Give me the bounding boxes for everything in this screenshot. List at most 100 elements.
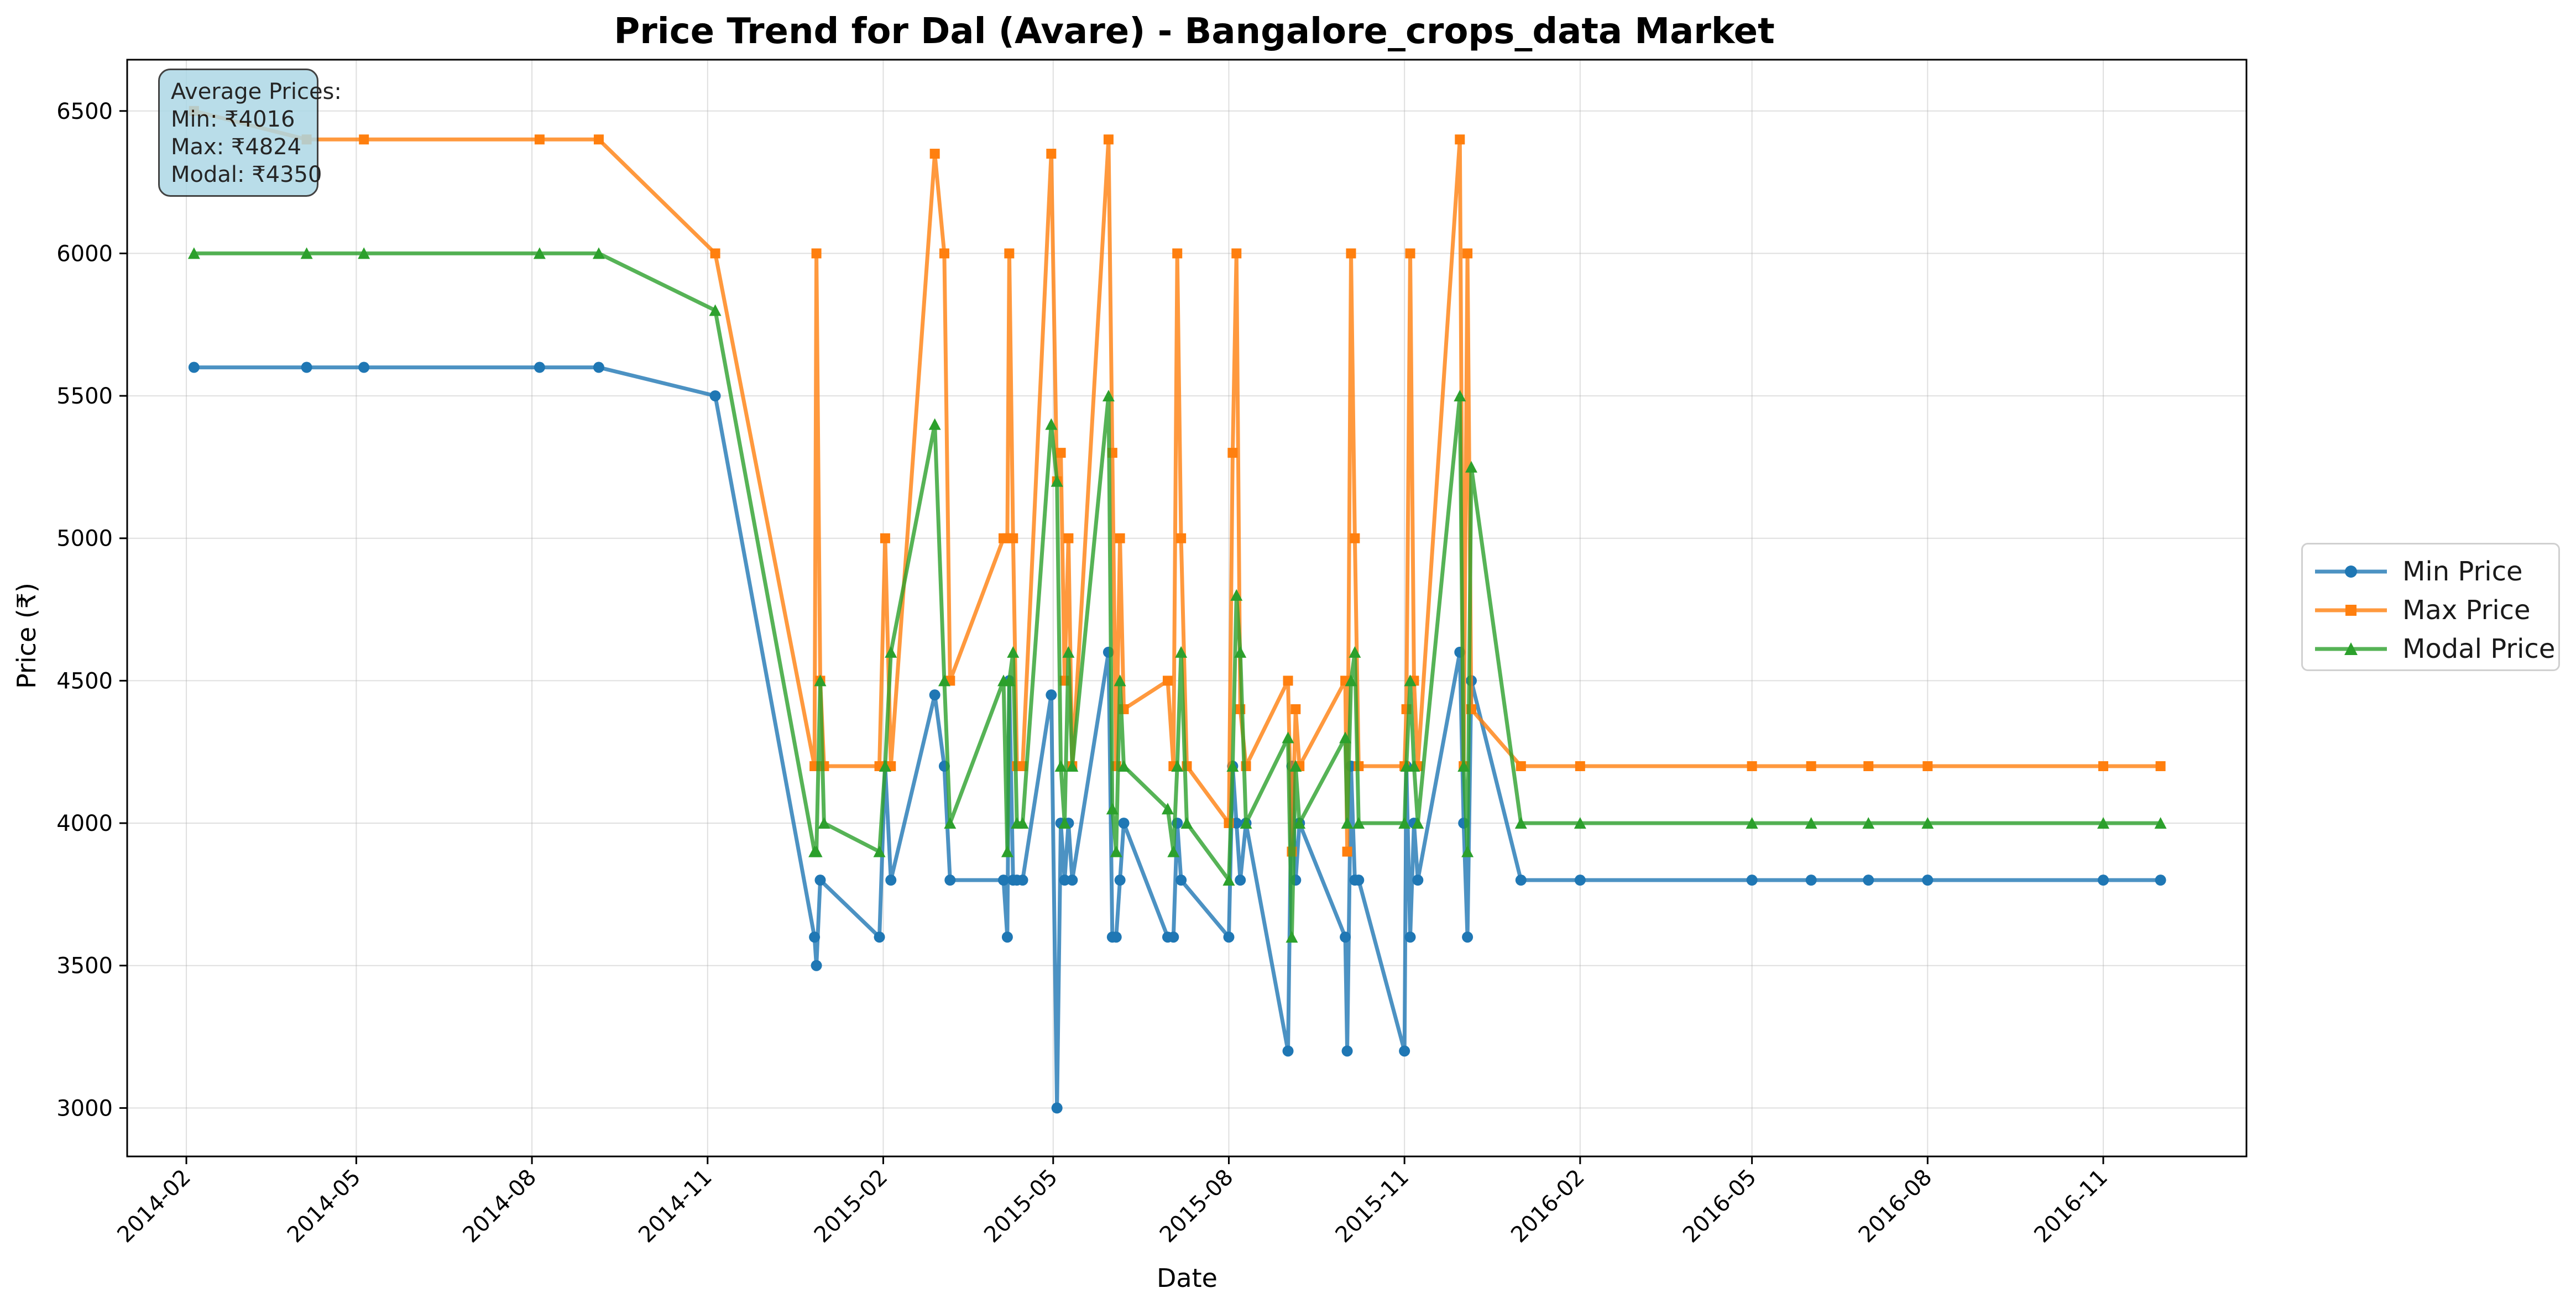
x-tick-label: 2015-05 (979, 1165, 1063, 1248)
data-point-modal-price (1412, 817, 1424, 829)
data-point-max-price (1115, 533, 1125, 543)
x-tick-label: 2015-02 (809, 1165, 893, 1248)
y-axis-label: Price (₹) (12, 583, 41, 689)
data-point-max-price (1004, 248, 1015, 259)
data-point-max-price (2098, 761, 2109, 772)
data-point-modal-price (1352, 817, 1365, 829)
data-point-modal-price (709, 304, 722, 316)
data-point-max-price (1863, 761, 1874, 772)
x-tick-label: 2014-11 (634, 1165, 717, 1248)
data-point-min-price (2155, 875, 2166, 886)
legend: Min Price Max Price Modal Price (2301, 543, 2560, 671)
data-point-min-price (997, 875, 1009, 886)
data-point-modal-price (814, 674, 827, 687)
data-point-modal-price (1461, 845, 1474, 857)
data-point-min-price (811, 960, 822, 971)
data-point-max-price (1350, 533, 1360, 543)
data-point-max-price (1575, 761, 1585, 772)
data-point-modal-price (1102, 390, 1115, 402)
data-point-modal-price (1240, 817, 1252, 829)
chart-title: Price Trend for Dal (Avare) - Bangalore_… (614, 11, 1774, 52)
data-point-modal-price (1001, 845, 1013, 857)
data-point-max-price (1346, 248, 1356, 259)
data-point-modal-price (1175, 646, 1188, 658)
data-point-min-price (1001, 931, 1013, 943)
data-point-modal-price (300, 247, 313, 259)
data-point-min-price (1399, 1045, 1410, 1057)
data-point-modal-price (879, 760, 891, 772)
data-point-min-price (1235, 875, 1246, 886)
data-point-min-price (929, 689, 940, 701)
x-tick-label: 2014-02 (112, 1165, 196, 1248)
data-point-modal-price (1454, 390, 1466, 402)
data-point-min-price (1412, 875, 1424, 886)
data-point-min-price (1404, 931, 1416, 943)
y-tick-label: 5500 (56, 384, 113, 409)
data-point-min-price (1805, 875, 1817, 886)
data-point-modal-price (1117, 760, 1130, 772)
data-point-modal-price (885, 646, 897, 658)
y-tick-label: 4500 (56, 668, 113, 694)
data-point-max-price (1176, 533, 1187, 543)
data-point-min-price (593, 362, 604, 373)
data-point-modal-price (1161, 803, 1174, 815)
series-layer (187, 106, 2167, 1114)
data-point-modal-price (873, 845, 886, 857)
data-point-min-price (874, 931, 885, 943)
axis-ticks: 3000 3500 4000 4500 5000 5500 6000 6500 2014-02 2… (56, 99, 2113, 1248)
legend-swatch-max (2315, 605, 2387, 616)
data-point-modal-price (1921, 817, 1934, 829)
data-point-modal-price (1805, 817, 1817, 829)
data-point-min-price (358, 362, 370, 373)
data-point-max-price (1405, 248, 1415, 259)
data-point-max-price (1172, 248, 1183, 259)
data-point-min-price (1059, 875, 1070, 886)
data-point-max-price (1008, 533, 1018, 543)
grid-lines (127, 60, 2246, 1156)
average-prices-heading: Average Prices: (171, 79, 342, 104)
x-tick-label: 2016-11 (2029, 1165, 2113, 1248)
data-point-min-price (1175, 875, 1187, 886)
x-tick-label: 2014-05 (283, 1165, 366, 1248)
data-point-modal-price (1574, 817, 1586, 829)
data-point-min-price (1067, 875, 1078, 886)
data-point-modal-price (358, 247, 370, 259)
data-point-max-price (929, 149, 940, 159)
data-point-max-price (1162, 676, 1173, 686)
x-axis-label: Date (1157, 1263, 1218, 1293)
data-point-min-price (709, 390, 721, 402)
data-point-min-price (1110, 931, 1122, 943)
data-point-modal-price (938, 674, 950, 687)
data-point-min-price (1114, 875, 1126, 886)
data-point-modal-price (533, 247, 546, 259)
data-point-modal-price (1066, 760, 1079, 772)
data-point-modal-price (1289, 760, 1302, 772)
y-tick-label: 3000 (56, 1096, 113, 1121)
y-tick-label: 6500 (56, 99, 113, 124)
data-point-max-price (1806, 761, 1816, 772)
data-point-modal-price (1222, 874, 1235, 886)
data-point-modal-price (1339, 731, 1352, 743)
data-point-max-price (939, 248, 949, 259)
y-tick-label: 3500 (56, 954, 113, 979)
x-tick-label: 2016-05 (1678, 1165, 1762, 1248)
data-point-max-price (1283, 676, 1293, 686)
data-point-max-price (1747, 761, 1757, 772)
legend-label-modal-price: Modal Price (2402, 633, 2556, 664)
data-point-modal-price (1746, 817, 1758, 829)
data-point-min-price (1051, 1102, 1063, 1114)
data-point-modal-price (1230, 589, 1243, 601)
data-point-modal-price (1045, 418, 1058, 430)
data-point-modal-price (1114, 674, 1126, 687)
data-point-max-price (880, 533, 890, 543)
data-point-min-price (1515, 875, 1527, 886)
data-point-modal-price (1400, 760, 1413, 772)
data-point-modal-price (1226, 760, 1239, 772)
data-point-max-price (1516, 761, 1526, 772)
data-point-modal-price (1234, 646, 1247, 658)
legend-label-max-price: Max Price (2402, 595, 2531, 626)
data-point-min-price (1462, 931, 1474, 943)
data-point-min-price (1863, 875, 1874, 886)
data-point-modal-price (1293, 817, 1306, 829)
y-tick-label: 6000 (56, 241, 113, 266)
